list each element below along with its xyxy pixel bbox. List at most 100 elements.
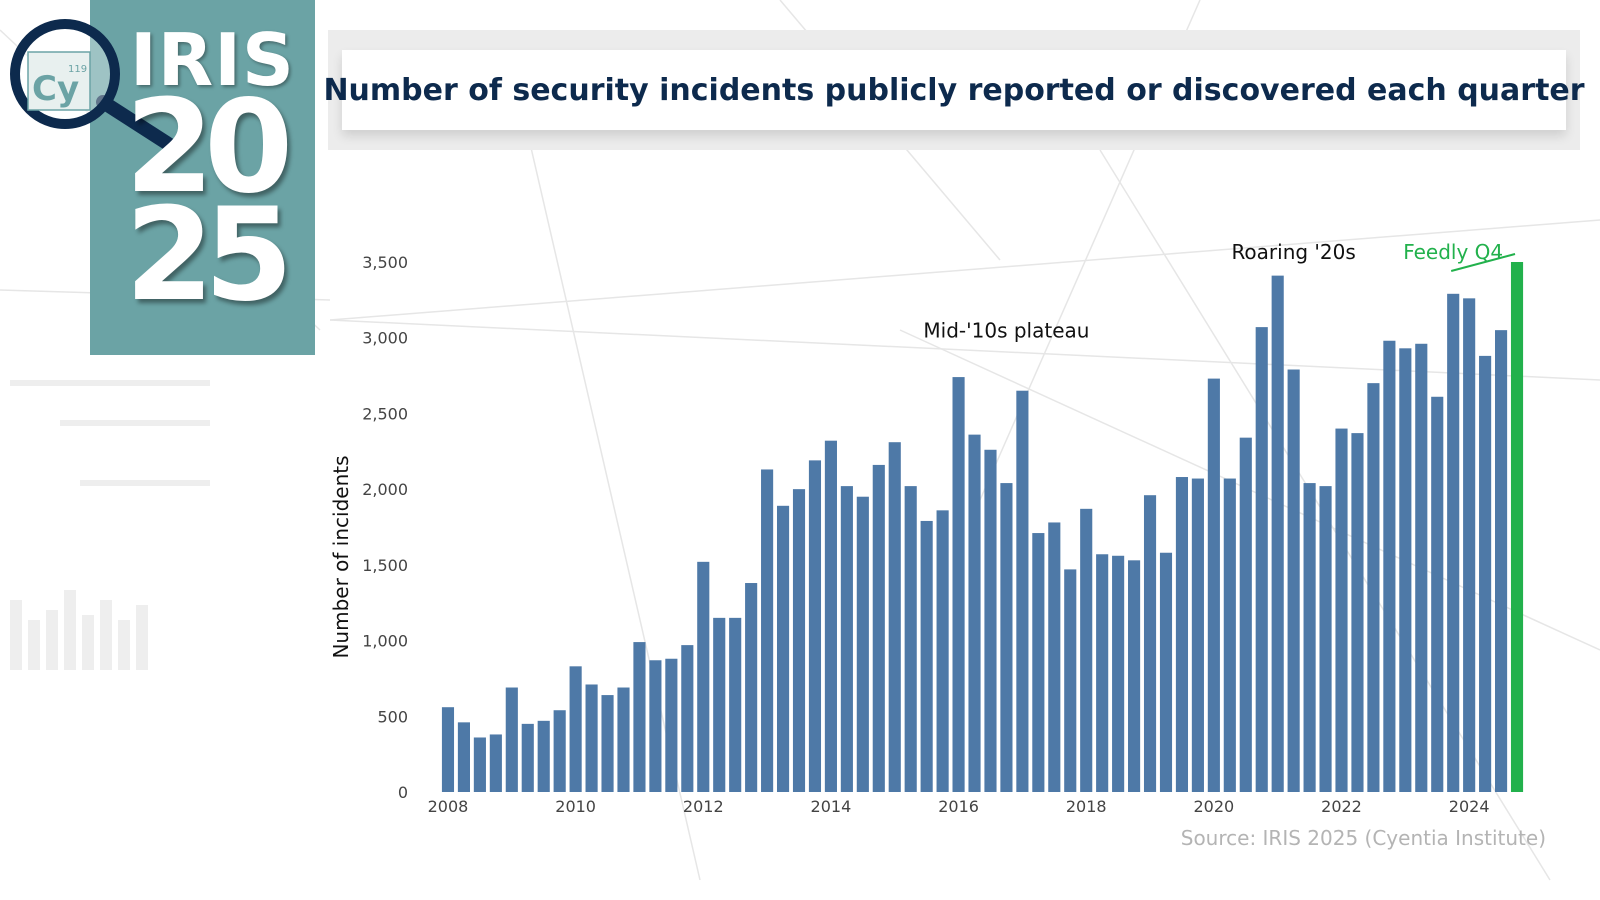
bar — [681, 645, 694, 792]
bar — [1479, 355, 1492, 792]
bar — [856, 496, 869, 792]
bar — [1128, 560, 1141, 792]
bar — [713, 617, 726, 792]
annotation-label: Roaring '20s — [1231, 240, 1355, 264]
bar — [1175, 477, 1189, 792]
bar — [1112, 555, 1125, 792]
bar — [776, 505, 790, 792]
bar — [872, 464, 885, 792]
x-tick-label: 2016 — [938, 797, 979, 816]
bar — [920, 520, 933, 792]
logo-panel — [90, 0, 315, 355]
bar — [1495, 330, 1508, 792]
bar — [1032, 533, 1045, 792]
y-axis-title: Number of incidents — [329, 455, 353, 658]
bar — [1351, 433, 1364, 792]
bar — [1335, 428, 1348, 792]
x-tick-label: 2012 — [683, 797, 724, 816]
x-tick-label: 2014 — [811, 797, 852, 816]
bar — [840, 486, 853, 792]
bar — [1415, 343, 1428, 792]
bar — [521, 723, 534, 792]
bar — [473, 737, 486, 792]
bar — [1271, 275, 1284, 793]
y-tick-label: 3,500 — [362, 253, 408, 272]
bar — [1463, 298, 1476, 792]
bar — [665, 658, 678, 792]
bar — [1303, 483, 1316, 792]
bar — [1255, 327, 1268, 792]
bar — [489, 734, 502, 792]
bar — [745, 583, 758, 792]
bar-highlight — [1510, 262, 1524, 792]
bar — [1016, 390, 1029, 792]
y-tick-label: 3,000 — [362, 329, 408, 348]
bar — [1399, 348, 1412, 792]
magnifier-icon: Cy 119 — [10, 19, 180, 152]
bar — [601, 695, 614, 792]
bar — [952, 377, 965, 792]
bar — [824, 440, 837, 792]
logo-element-symbol: Cy — [32, 69, 79, 109]
logo-atomic-number: 119 — [68, 64, 87, 75]
bar — [697, 561, 710, 792]
bar — [1367, 383, 1380, 792]
bar — [553, 710, 566, 792]
bar — [761, 469, 774, 792]
logo-brand: IRIS — [130, 18, 295, 102]
bar — [1064, 569, 1077, 792]
bar — [1191, 478, 1204, 792]
bar — [1207, 378, 1220, 792]
bar — [1159, 552, 1173, 792]
source-note: Source: IRIS 2025 (Cyentia Institute) — [1180, 826, 1546, 850]
bar — [1223, 478, 1236, 792]
y-tick-label: 2,500 — [362, 404, 408, 423]
bar — [1080, 508, 1093, 792]
bar — [617, 687, 630, 792]
y-tick-label: 1,500 — [362, 556, 408, 575]
bar — [904, 486, 917, 792]
bar — [585, 684, 598, 792]
bar — [457, 722, 470, 792]
y-tick-label: 2,000 — [362, 480, 408, 499]
x-tick-label: 2024 — [1449, 797, 1490, 816]
bar — [1447, 293, 1460, 792]
title-card: Number of security incidents publicly re… — [323, 50, 1585, 130]
bar — [1287, 369, 1300, 792]
x-tick-label: 2018 — [1066, 797, 1107, 816]
annotation-label: Mid-'10s plateau — [923, 319, 1089, 343]
chart-title: Number of security incidents publicly re… — [323, 72, 1585, 108]
logo-year-bottom: 25 — [125, 181, 293, 330]
bar — [633, 642, 646, 792]
annotation-leader-line — [1450, 253, 1516, 272]
annotation-label: Feedly Q4 — [1403, 240, 1503, 264]
x-tick-label: 2008 — [428, 797, 469, 816]
bar — [808, 460, 822, 792]
y-tick-label: 500 — [377, 707, 408, 726]
bar — [1096, 554, 1109, 792]
bar — [1383, 340, 1396, 792]
y-tick-label: 0 — [398, 783, 408, 802]
logo-year-top: 20 — [125, 73, 293, 222]
bar — [792, 489, 806, 792]
x-tick-label: 2022 — [1321, 797, 1362, 816]
bar — [1000, 483, 1013, 792]
bar — [984, 449, 997, 792]
bar — [936, 510, 949, 792]
bar — [537, 720, 550, 792]
bar — [1319, 486, 1332, 792]
bar — [569, 666, 582, 792]
bar — [505, 687, 518, 792]
bar — [1431, 396, 1444, 792]
bar — [888, 442, 901, 792]
bar — [1143, 495, 1157, 792]
bar — [968, 434, 981, 792]
bar — [649, 660, 662, 792]
y-tick-label: 1,000 — [362, 632, 408, 651]
bar — [1239, 437, 1252, 792]
bar — [441, 707, 455, 792]
x-tick-label: 2020 — [1194, 797, 1235, 816]
bar — [1048, 522, 1061, 792]
x-tick-label: 2010 — [555, 797, 596, 816]
